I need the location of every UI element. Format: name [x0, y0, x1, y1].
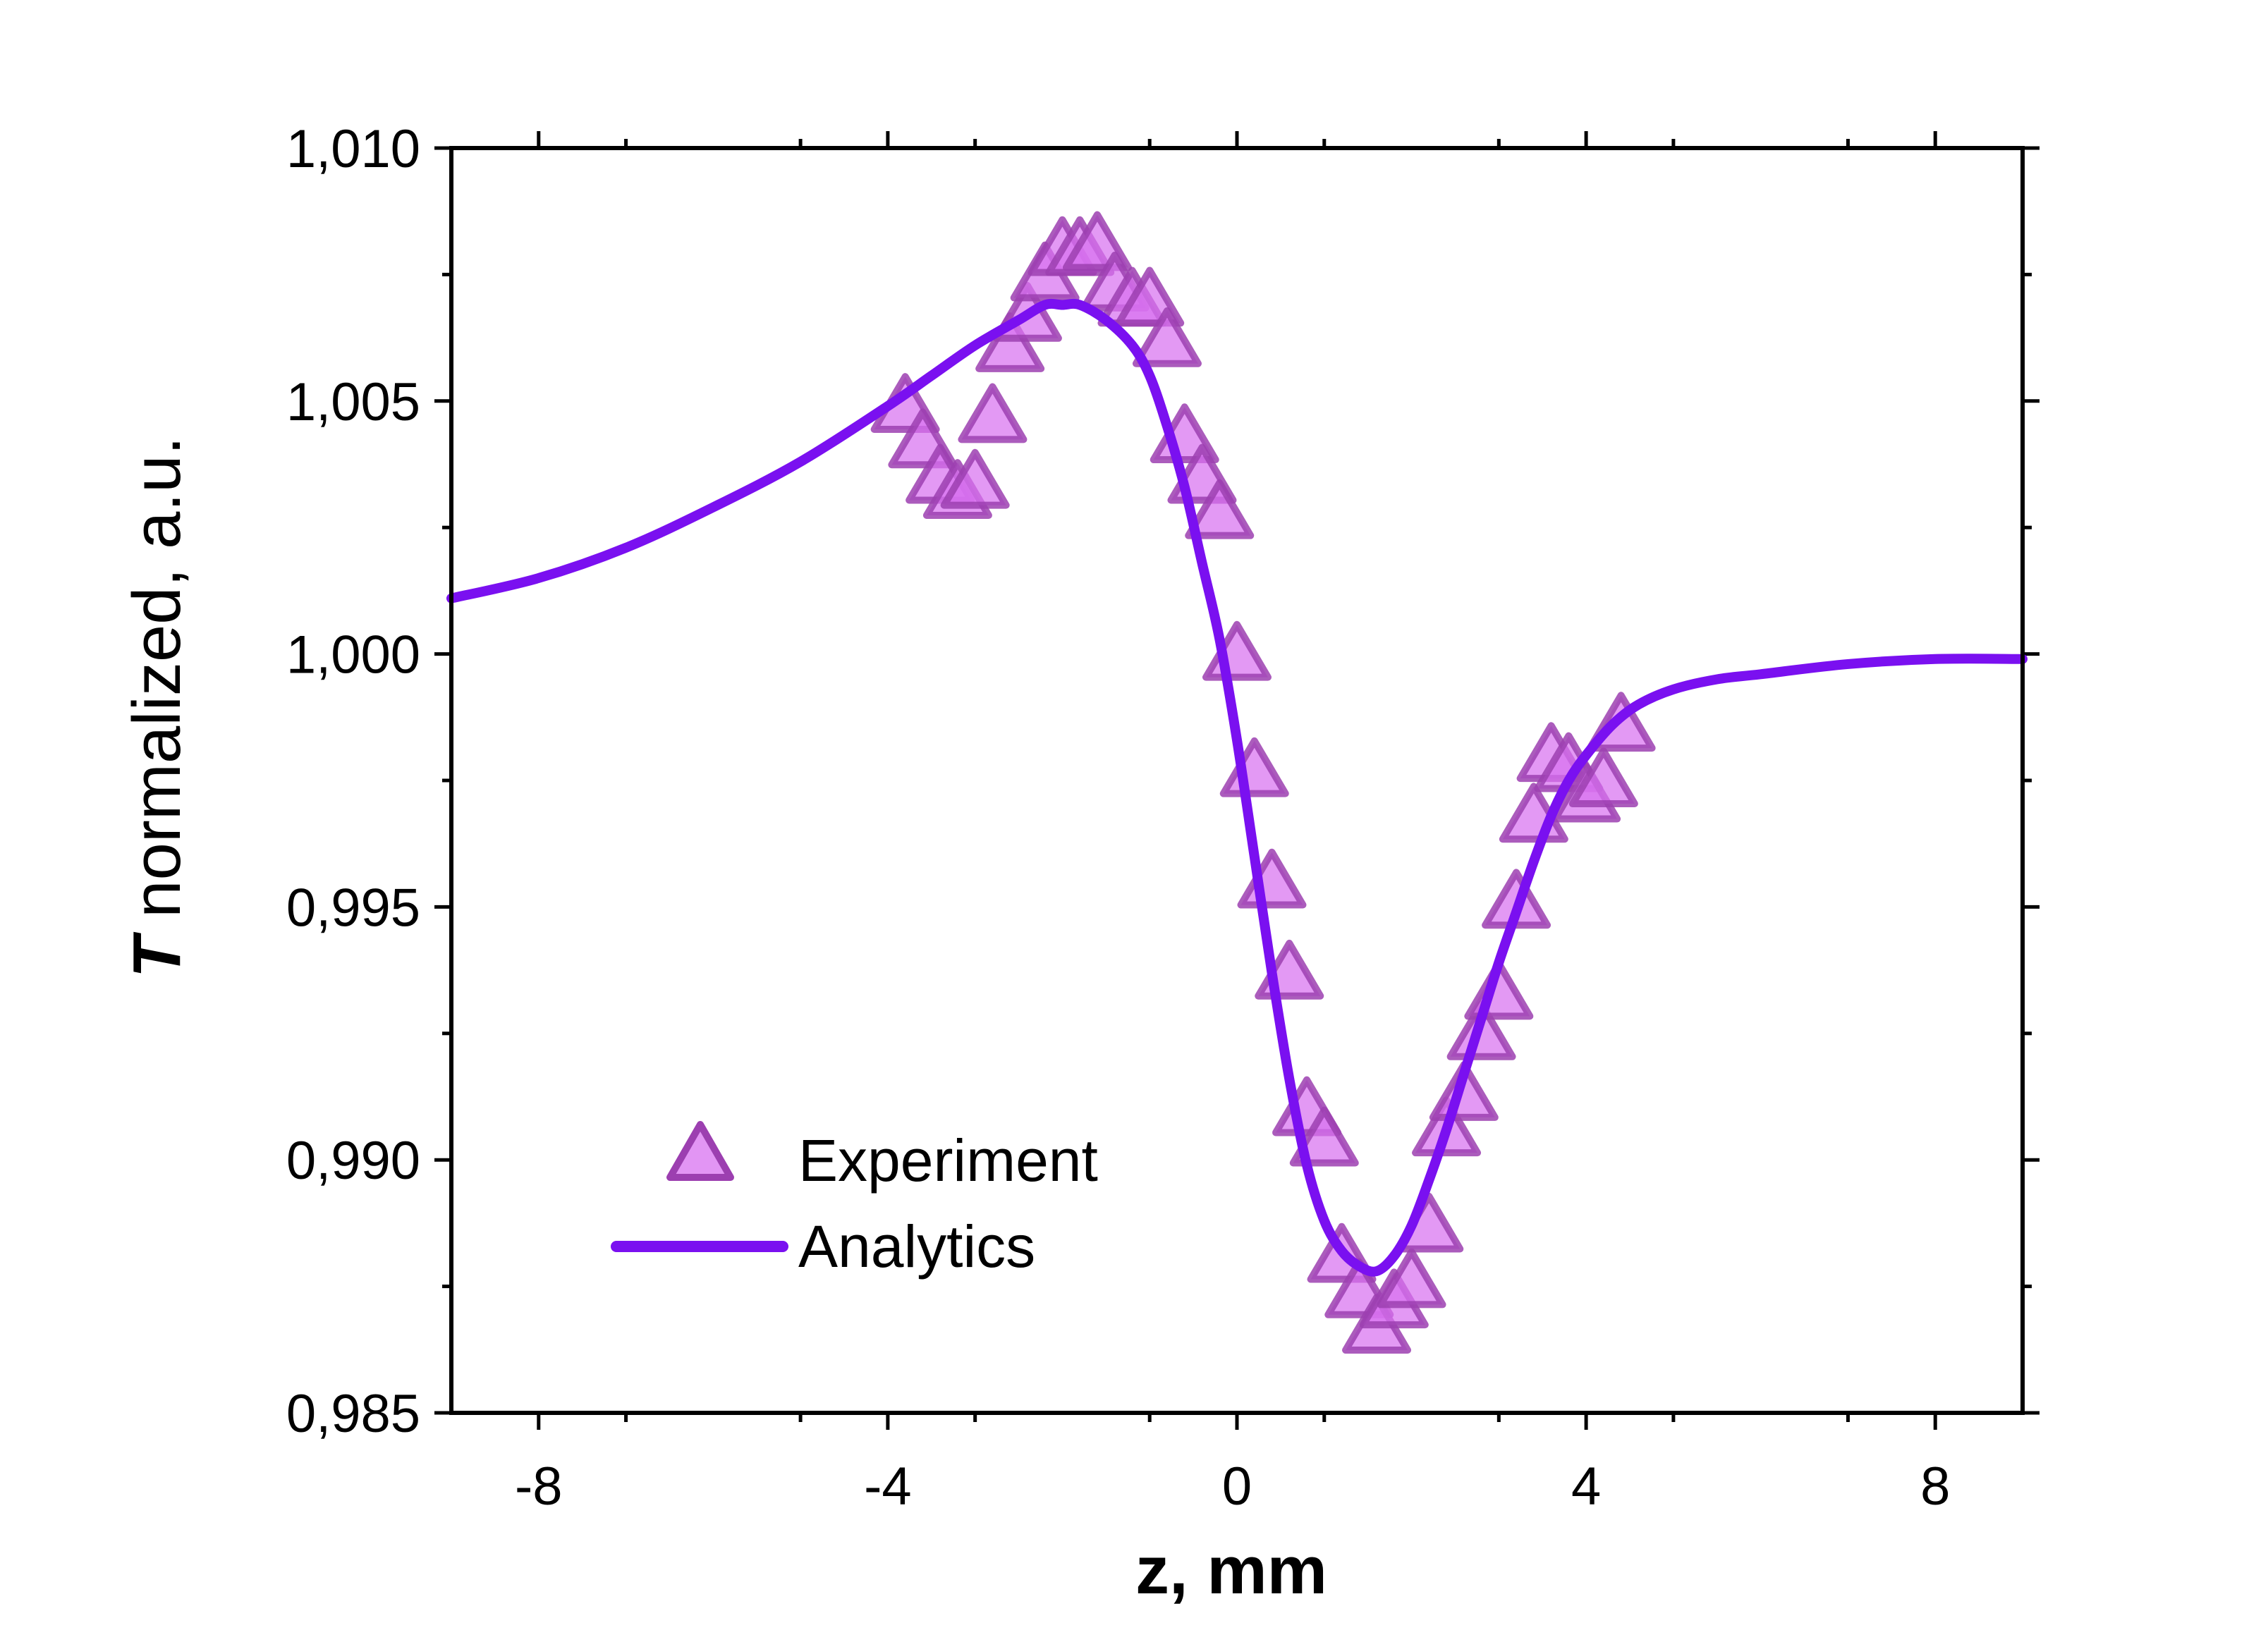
y-tick-label: 0,990	[286, 1131, 420, 1191]
x-tick-label: -4	[864, 1457, 912, 1516]
x-tick-label: 4	[1571, 1457, 1601, 1516]
experiment-point	[1429, 1061, 1499, 1121]
experiment-point	[1568, 747, 1638, 807]
legend-experiment-marker	[666, 1121, 734, 1181]
y-axis-title: T normalized, a.u.	[119, 436, 195, 978]
ticks-layer: -8 -4 0 4 8 0,985 0,990 0,995 1,000 1,005 1,010	[286, 119, 2040, 1516]
x-tick-label: 0	[1222, 1457, 1252, 1516]
y-tick-label: 0,985	[286, 1384, 420, 1444]
legend: Experiment Analytics	[611, 1121, 1098, 1280]
legend-analytics-label: Analytics	[798, 1213, 1035, 1280]
series-layer	[446, 211, 2028, 1354]
experiment-point	[975, 312, 1045, 372]
legend-experiment-label: Experiment	[798, 1127, 1098, 1194]
x-axis-title: z, mm	[1135, 1533, 1327, 1608]
experiment-point	[1377, 1248, 1446, 1309]
y-axis-title-text: normalized, a.u.	[119, 436, 195, 937]
plot-frame	[449, 146, 2025, 1415]
analytics-line	[446, 298, 2028, 1277]
experiment-point	[1289, 1106, 1359, 1167]
y-tick-label: 1,005	[286, 372, 420, 432]
y-axis-title-symbol: T	[119, 931, 195, 978]
experiment-point	[958, 383, 1028, 443]
experiment-point	[1132, 307, 1202, 367]
y-tick-label: 1,010	[286, 119, 420, 179]
y-tick-label: 0,995	[286, 878, 420, 938]
x-tick-label: -8	[515, 1457, 563, 1516]
x-tick-label: 8	[1920, 1457, 1950, 1516]
experiment-point	[940, 448, 1010, 509]
y-tick-label: 1,000	[286, 625, 420, 685]
experiment-point	[1185, 479, 1255, 539]
